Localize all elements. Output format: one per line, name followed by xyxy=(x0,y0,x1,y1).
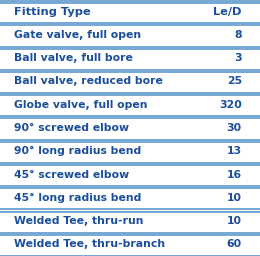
Text: Welded Tee, thru-branch: Welded Tee, thru-branch xyxy=(14,239,165,249)
Text: Gate valve, full open: Gate valve, full open xyxy=(14,30,141,40)
Text: 90° screwed elbow: 90° screwed elbow xyxy=(14,123,129,133)
Text: 45° screwed elbow: 45° screwed elbow xyxy=(14,169,129,179)
Text: 60: 60 xyxy=(227,239,242,249)
Text: 90° long radius bend: 90° long radius bend xyxy=(14,146,141,156)
Text: 45° long radius bend: 45° long radius bend xyxy=(14,193,142,203)
Text: Ball valve, full bore: Ball valve, full bore xyxy=(14,53,133,63)
Text: 30: 30 xyxy=(227,123,242,133)
Text: 13: 13 xyxy=(227,146,242,156)
Text: Welded Tee, thru-run: Welded Tee, thru-run xyxy=(14,216,144,226)
Text: 320: 320 xyxy=(219,100,242,110)
Text: Ball valve, reduced bore: Ball valve, reduced bore xyxy=(14,77,163,87)
Text: 25: 25 xyxy=(227,77,242,87)
Text: 10: 10 xyxy=(227,216,242,226)
Text: 3: 3 xyxy=(234,53,242,63)
Text: 16: 16 xyxy=(227,169,242,179)
Text: Le/D: Le/D xyxy=(213,7,242,17)
Text: Fitting Type: Fitting Type xyxy=(14,7,91,17)
Text: Globe valve, full open: Globe valve, full open xyxy=(14,100,148,110)
Text: 8: 8 xyxy=(234,30,242,40)
Text: 10: 10 xyxy=(227,193,242,203)
